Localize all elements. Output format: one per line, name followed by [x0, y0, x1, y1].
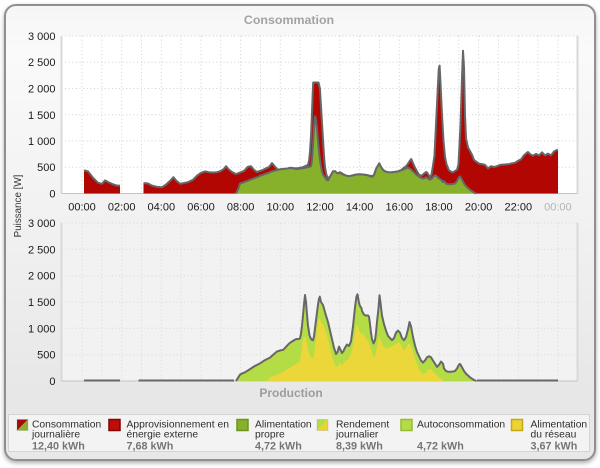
svg-text:8,39 kWh: 8,39 kWh [336, 441, 383, 453]
svg-text:2 000: 2 000 [28, 84, 56, 96]
svg-text:1 000: 1 000 [28, 136, 56, 148]
svg-text:3,67 kWh: 3,67 kWh [531, 441, 578, 453]
svg-text:propre: propre [255, 430, 285, 441]
svg-text:00:00: 00:00 [68, 202, 96, 214]
svg-text:2 500: 2 500 [28, 57, 56, 69]
svg-text:16:00: 16:00 [386, 202, 414, 214]
svg-text:7,68 kWh: 7,68 kWh [127, 441, 174, 453]
svg-text:22:00: 22:00 [505, 202, 533, 214]
svg-text:4,72 kWh: 4,72 kWh [255, 441, 302, 453]
svg-text:20:00: 20:00 [465, 202, 493, 214]
svg-text:Rendement: Rendement [336, 420, 389, 431]
svg-text:04:00: 04:00 [148, 202, 176, 214]
svg-text:12:00: 12:00 [306, 202, 334, 214]
svg-text:du réseau: du réseau [531, 430, 577, 441]
svg-text:500: 500 [37, 350, 55, 362]
svg-text:2 000: 2 000 [28, 271, 56, 283]
svg-text:journalier: journalier [335, 430, 379, 441]
svg-text:18:00: 18:00 [425, 202, 453, 214]
svg-text:3 000: 3 000 [28, 218, 56, 230]
svg-text:10:00: 10:00 [267, 202, 295, 214]
svg-text:Puissance [W]: Puissance [W] [13, 174, 24, 237]
svg-text:Approvisionnement en: Approvisionnement en [127, 420, 230, 431]
svg-text:Consommation: Consommation [32, 420, 102, 431]
svg-text:4,72 kWh: 4,72 kWh [417, 441, 464, 453]
svg-text:500: 500 [37, 162, 55, 174]
svg-text:0: 0 [49, 376, 55, 388]
svg-text:0: 0 [49, 189, 55, 201]
svg-text:Autoconsommation: Autoconsommation [417, 420, 505, 431]
svg-text:02:00: 02:00 [108, 202, 136, 214]
svg-text:Consommation: Consommation [244, 13, 334, 27]
svg-text:journalière: journalière [31, 430, 80, 441]
svg-text:08:00: 08:00 [227, 202, 255, 214]
svg-text:énergie externe: énergie externe [127, 430, 199, 441]
svg-text:2 500: 2 500 [28, 244, 56, 256]
svg-text:3 000: 3 000 [28, 31, 56, 43]
svg-text:06:00: 06:00 [187, 202, 215, 214]
svg-text:1 000: 1 000 [28, 323, 56, 335]
svg-text:00:00: 00:00 [544, 202, 572, 214]
svg-text:14:00: 14:00 [346, 202, 374, 214]
svg-text:12,40 kWh: 12,40 kWh [32, 441, 85, 453]
svg-text:Production: Production [259, 386, 322, 400]
svg-text:Alimentation: Alimentation [255, 420, 312, 431]
svg-text:1 500: 1 500 [28, 297, 56, 309]
svg-text:Alimentation: Alimentation [531, 420, 588, 431]
svg-text:1 500: 1 500 [28, 110, 56, 122]
